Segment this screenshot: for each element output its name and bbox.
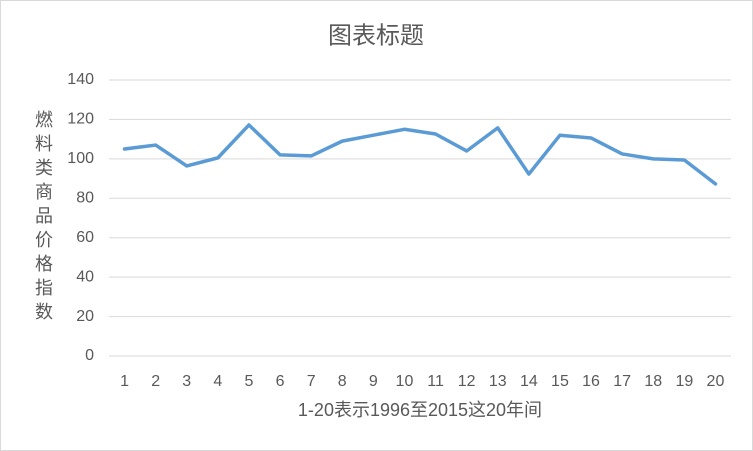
x-tick-label: 12 bbox=[458, 373, 476, 390]
x-tick-label: 16 bbox=[582, 373, 600, 390]
x-tick-label: 9 bbox=[369, 373, 378, 390]
y-tick-label: 120 bbox=[67, 111, 94, 128]
y-tick-label: 80 bbox=[76, 190, 94, 207]
x-tick-label: 8 bbox=[338, 373, 347, 390]
data-line bbox=[122, 123, 718, 186]
x-axis-label: 1-20表示1996至2015这20年间 bbox=[298, 400, 542, 420]
y-tick-label: 20 bbox=[76, 308, 94, 325]
x-tick-label: 6 bbox=[276, 373, 285, 390]
x-tick-label: 10 bbox=[396, 373, 414, 390]
x-tick-label: 15 bbox=[551, 373, 569, 390]
y-tick-label: 0 bbox=[85, 347, 94, 364]
y-tick-label: 100 bbox=[67, 150, 94, 167]
x-tick-label: 13 bbox=[489, 373, 507, 390]
x-tick-label: 20 bbox=[707, 373, 725, 390]
x-tick-label: 2 bbox=[151, 373, 160, 390]
y-tick-label: 60 bbox=[76, 229, 94, 246]
x-tick-label: 11 bbox=[427, 373, 444, 390]
y-tick-label: 140 bbox=[67, 71, 94, 88]
x-tick-label: 17 bbox=[613, 373, 631, 390]
x-tick-label: 3 bbox=[182, 373, 191, 390]
x-tick-label: 14 bbox=[520, 373, 538, 390]
chart-title: 图表标题 bbox=[328, 22, 424, 49]
y-tick-label: 40 bbox=[76, 268, 94, 285]
y-axis-label: 燃料类商品价格指数 bbox=[33, 110, 53, 326]
x-tick-label: 5 bbox=[244, 373, 253, 390]
x-tick-label: 4 bbox=[213, 373, 222, 390]
x-tick-label: 7 bbox=[307, 373, 316, 390]
x-tick-label: 19 bbox=[675, 373, 693, 390]
x-tick-label: 1 bbox=[120, 373, 129, 390]
x-tick-label: 18 bbox=[644, 373, 662, 390]
